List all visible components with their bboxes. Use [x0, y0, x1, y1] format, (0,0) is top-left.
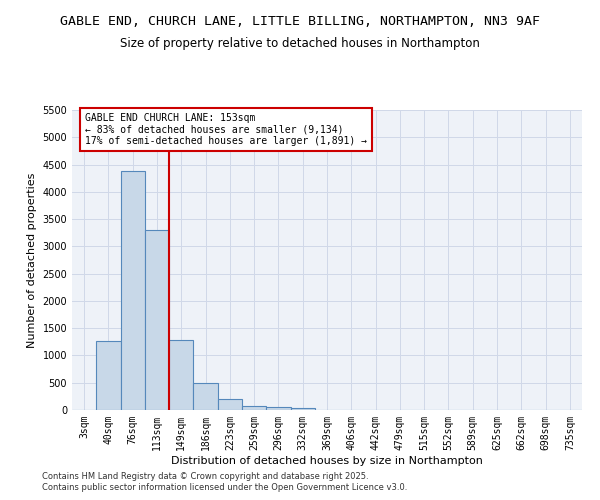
X-axis label: Distribution of detached houses by size in Northampton: Distribution of detached houses by size … [171, 456, 483, 466]
Text: Size of property relative to detached houses in Northampton: Size of property relative to detached ho… [120, 38, 480, 51]
Text: GABLE END CHURCH LANE: 153sqm
← 83% of detached houses are smaller (9,134)
17% o: GABLE END CHURCH LANE: 153sqm ← 83% of d… [85, 112, 367, 146]
Bar [169, 340, 193, 410]
Text: Contains HM Land Registry data © Crown copyright and database right 2025.: Contains HM Land Registry data © Crown c… [42, 472, 368, 481]
Text: Contains public sector information licensed under the Open Government Licence v3: Contains public sector information licen… [42, 484, 407, 492]
Bar [145, 230, 169, 410]
Bar [96, 340, 121, 410]
Text: GABLE END, CHURCH LANE, LITTLE BILLING, NORTHAMPTON, NN3 9AF: GABLE END, CHURCH LANE, LITTLE BILLING, … [60, 15, 540, 28]
Bar [242, 406, 266, 410]
Bar [121, 171, 145, 410]
Bar [218, 398, 242, 410]
Bar [193, 382, 218, 410]
Bar [266, 408, 290, 410]
Y-axis label: Number of detached properties: Number of detached properties [27, 172, 37, 348]
Bar [290, 408, 315, 410]
